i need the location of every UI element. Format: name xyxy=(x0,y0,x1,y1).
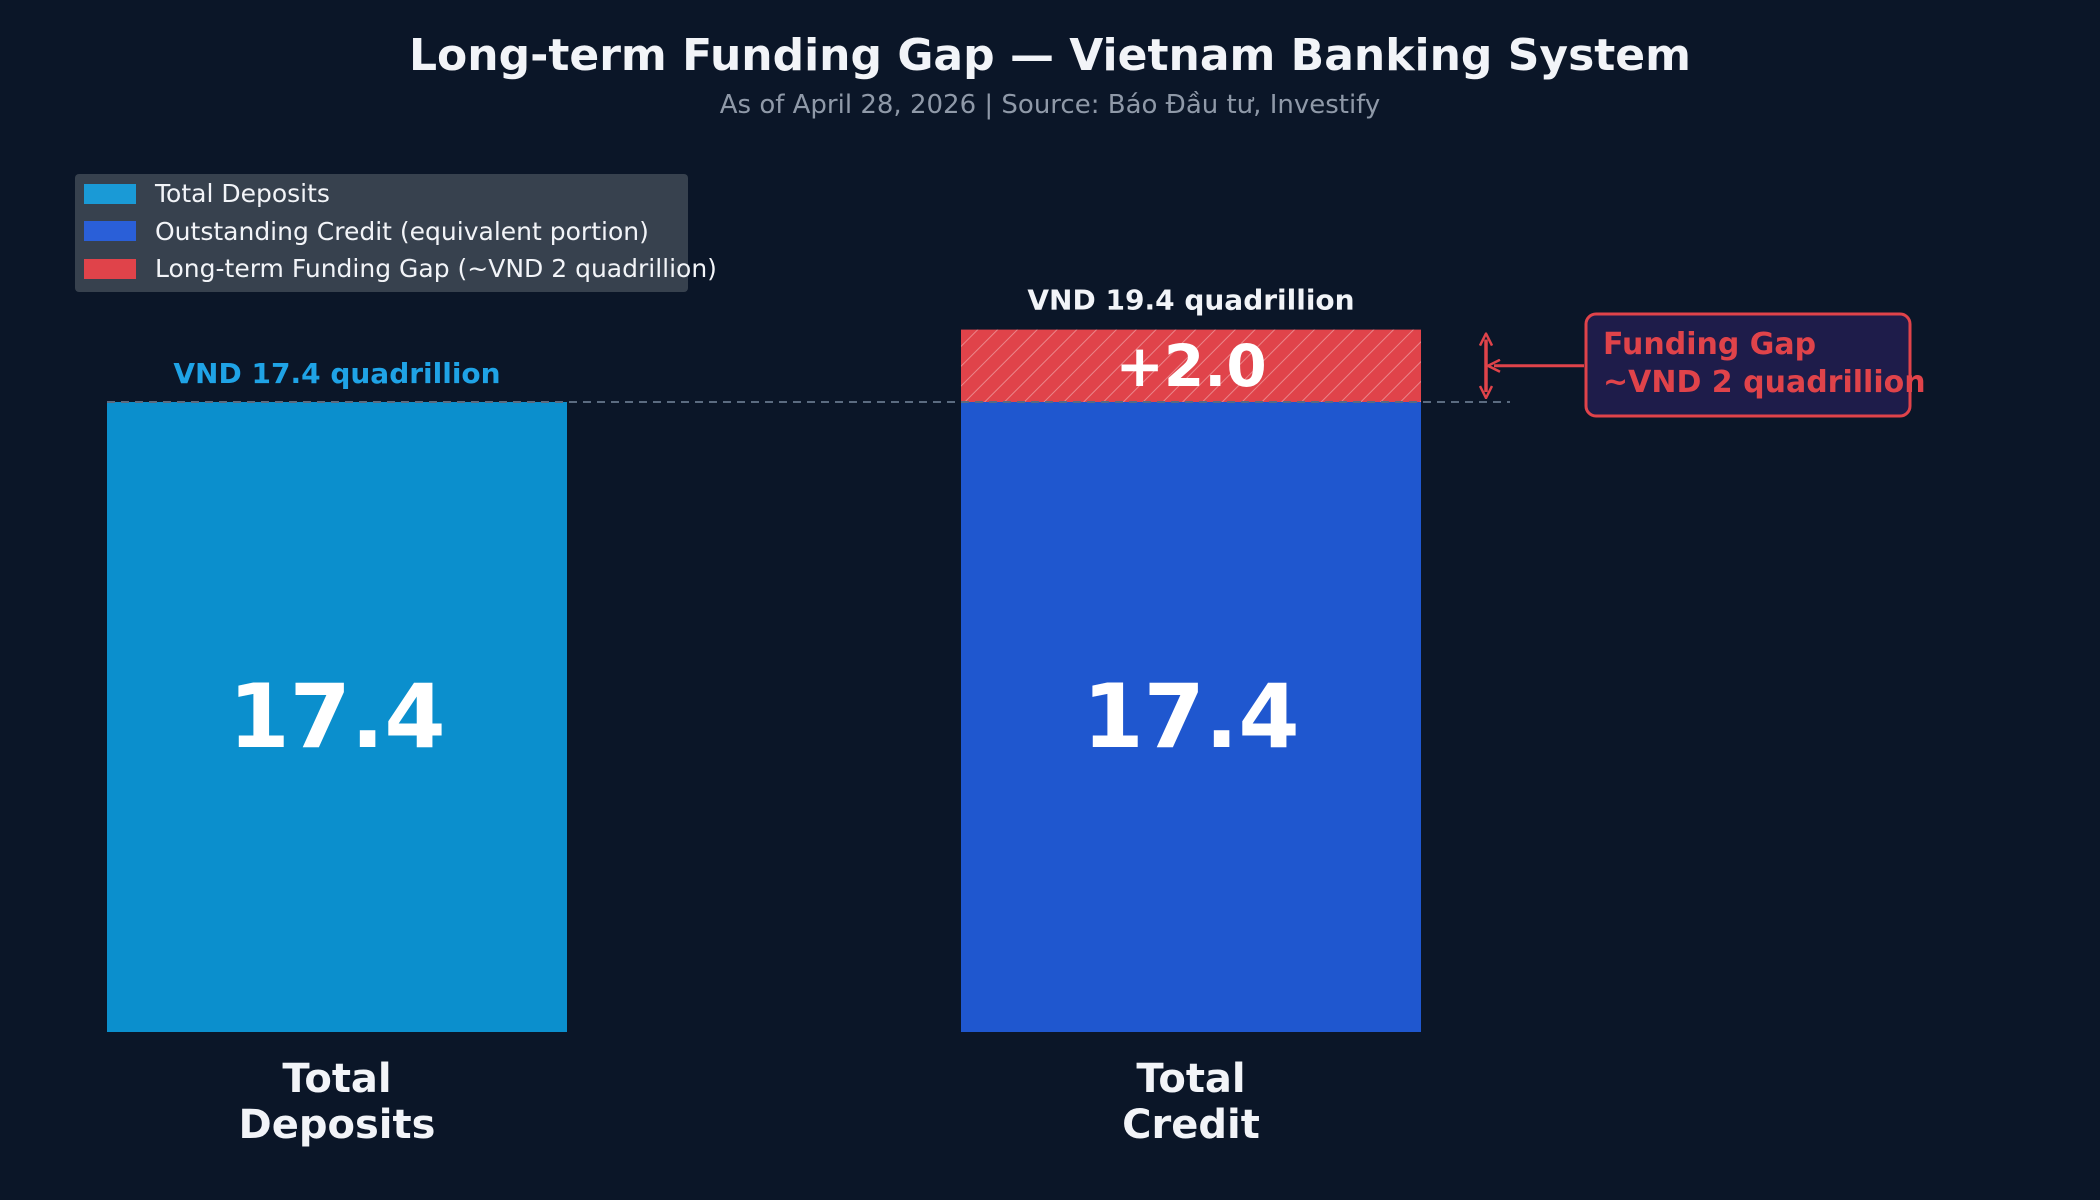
category-label-deposits-line2: Deposits xyxy=(239,1102,436,1148)
legend-label-gap: Long-term Funding Gap (~VND 2 quadrillio… xyxy=(155,254,717,283)
category-label-credit-line1: Total xyxy=(1136,1056,1245,1102)
category-label-credit-line2: Credit xyxy=(1122,1102,1260,1148)
chart-title: Long-term Funding Gap — Vietnam Banking … xyxy=(409,30,1691,81)
funding-gap-callout: Funding Gap ~VND 2 quadrillion xyxy=(1584,312,1926,418)
legend-label-credit: Outstanding Credit (equivalent portion) xyxy=(155,217,649,246)
legend-swatch-gap xyxy=(84,259,136,279)
gap-value-label: +2.0 xyxy=(1115,332,1266,400)
callout-box xyxy=(1584,312,1912,418)
bar-funding-gap-hatch xyxy=(961,329,1421,402)
total-label-deposits: VND 17.4 quadrillion xyxy=(173,357,500,390)
legend: Total Deposits Outstanding Credit (equiv… xyxy=(75,174,717,292)
legend-swatch-credit xyxy=(84,221,136,241)
bar-value-label-credit: 17.4 xyxy=(1082,665,1299,768)
callout-line2: ~VND 2 quadrillion xyxy=(1603,365,1926,400)
legend-swatch-deposits xyxy=(84,184,136,204)
total-label-credit: VND 19.4 quadrillion xyxy=(1027,284,1354,317)
bar-total-credit xyxy=(961,402,1421,1032)
category-label-deposits-line1: Total xyxy=(282,1056,391,1102)
bar-value-label-deposits: 17.4 xyxy=(228,665,445,768)
legend-box xyxy=(75,174,688,292)
bar-total-deposits xyxy=(107,402,567,1032)
chart-subtitle: As of April 28, 2026 | Source: Báo Đầu t… xyxy=(720,90,1381,120)
legend-label-deposits: Total Deposits xyxy=(154,179,330,208)
callout-line1: Funding Gap xyxy=(1603,327,1816,362)
